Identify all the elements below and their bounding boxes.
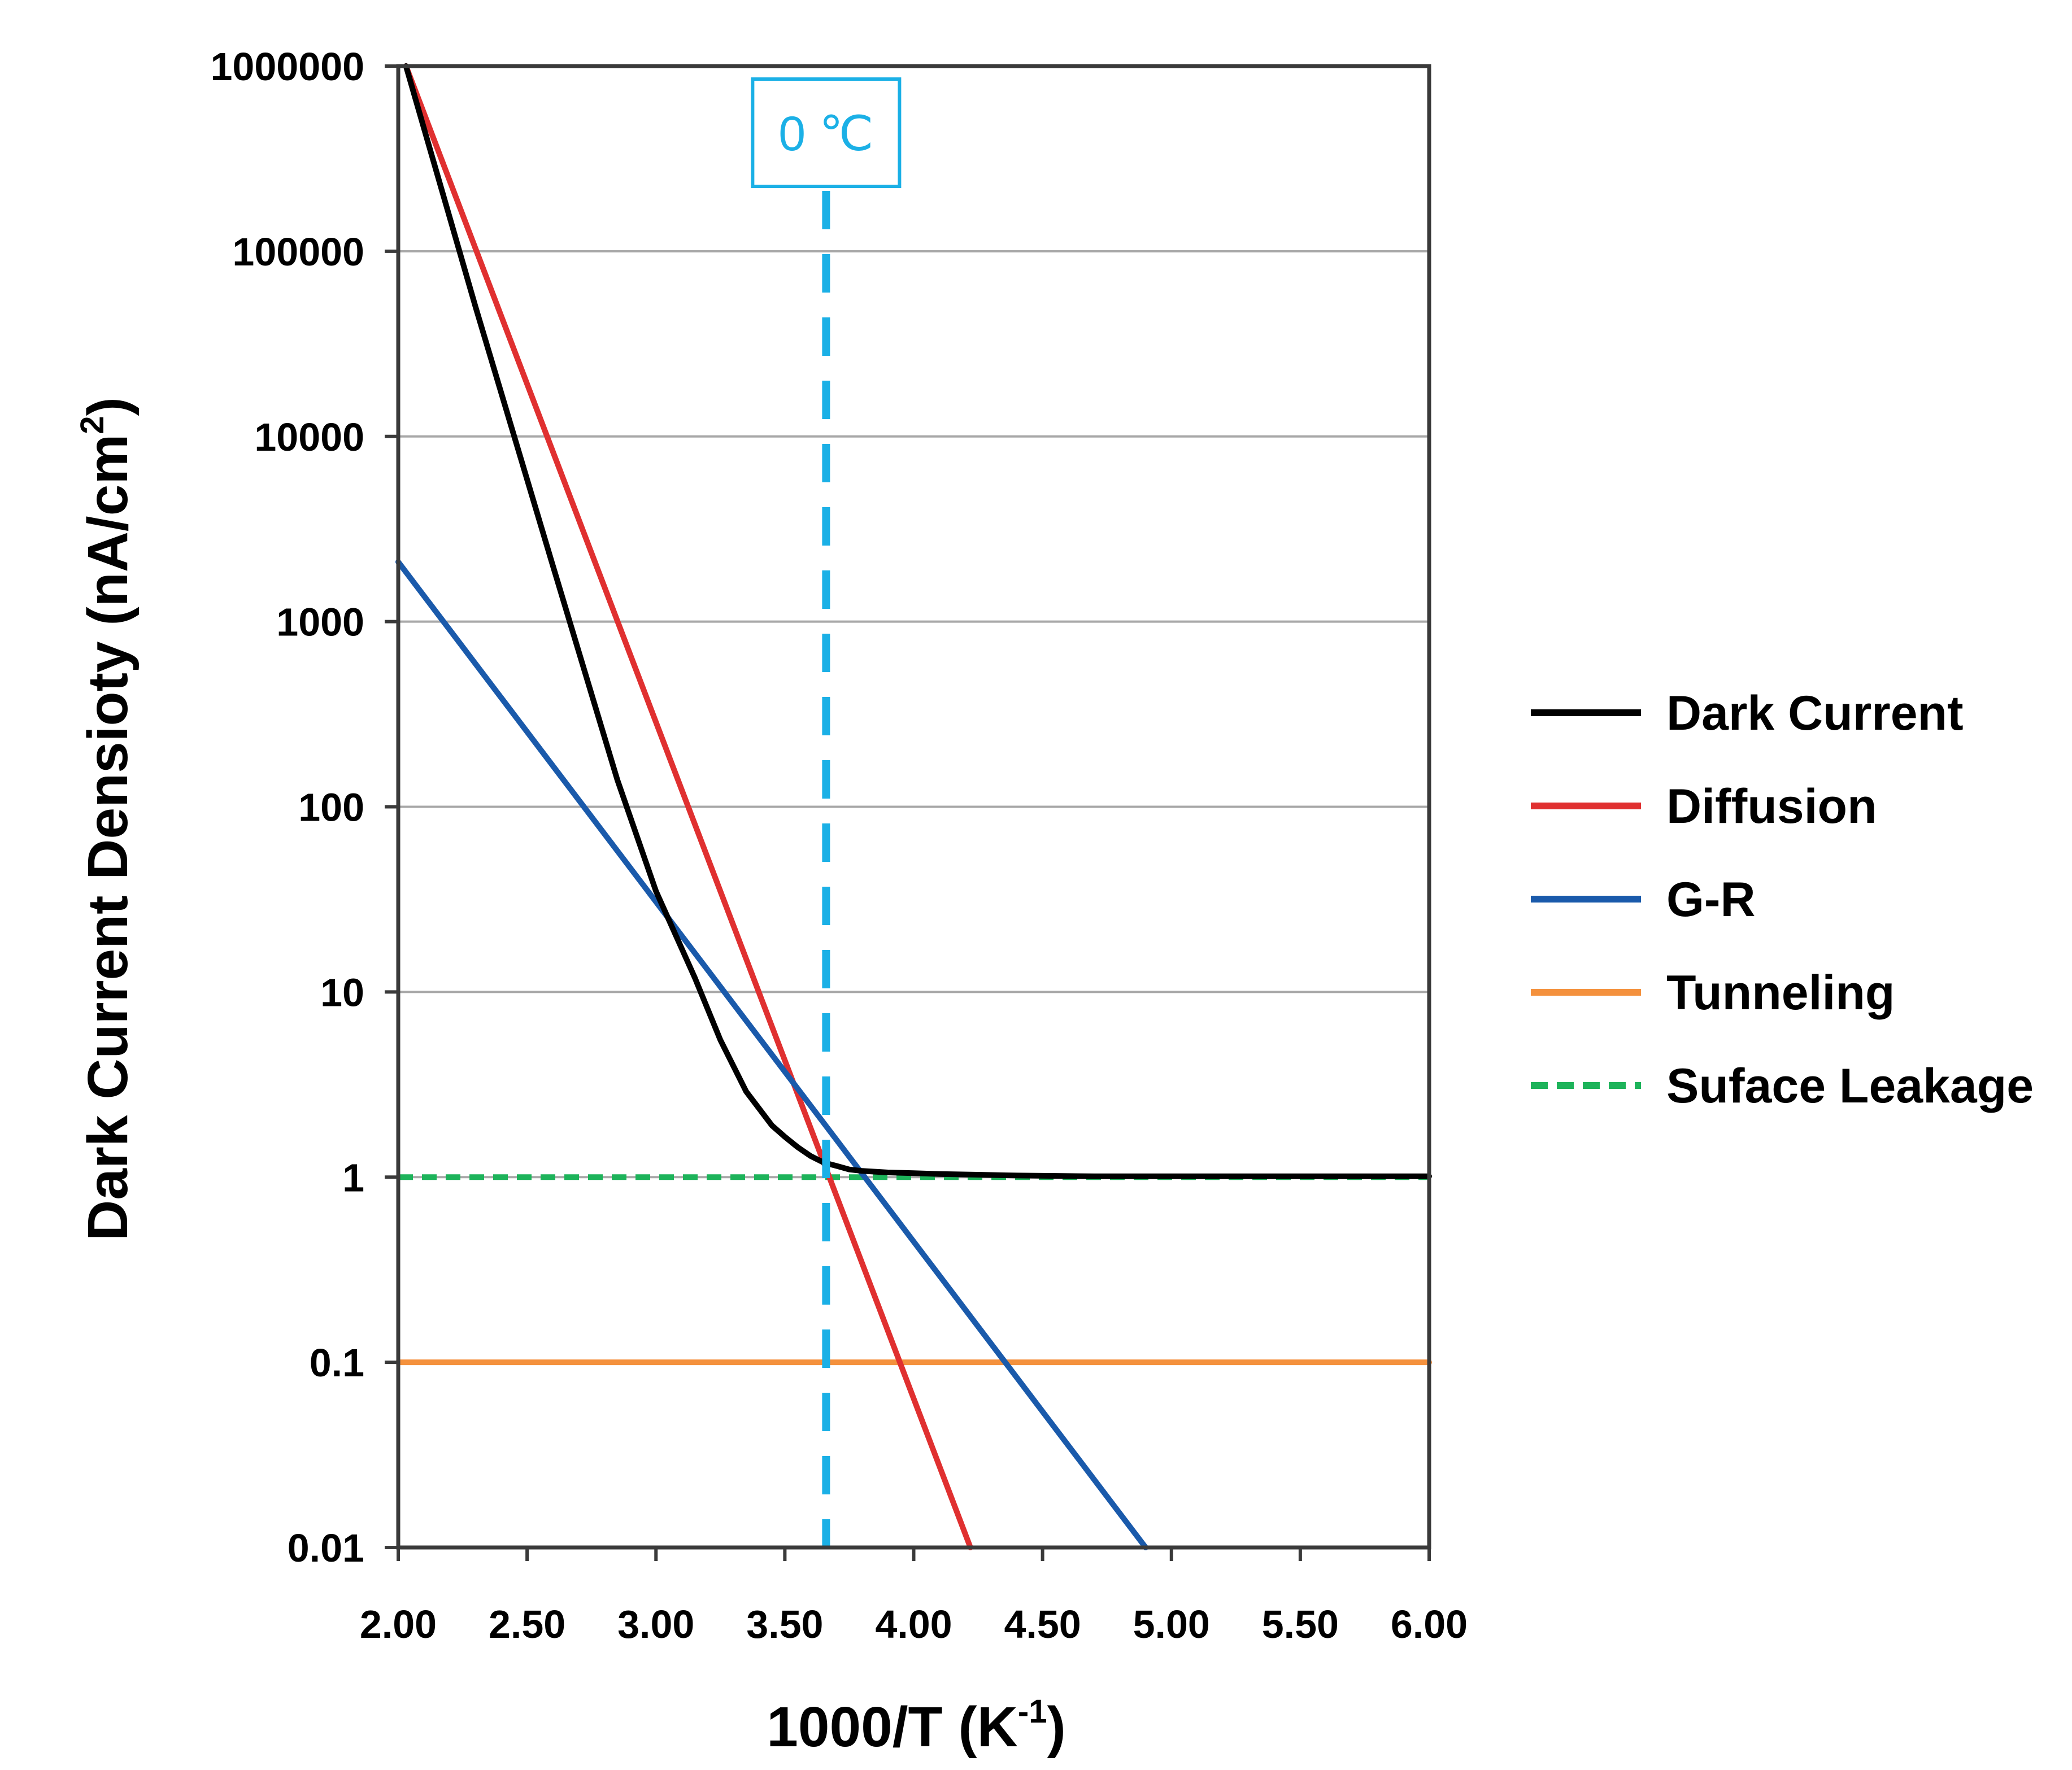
x-tick-label: 3.00 <box>617 1602 694 1646</box>
marker-box <box>751 77 902 188</box>
legend: Dark Current Diffusion G-R Tunneling Suface … <box>1531 686 2034 1113</box>
legend-label: Suface Leakage <box>1666 1059 2034 1113</box>
y-axis-title: Dark Current Densioty (nA/cm2) <box>74 397 140 1241</box>
x-tick-label: 3.50 <box>746 1602 823 1646</box>
legend-label: G-R <box>1666 873 1756 927</box>
series-line-g-r <box>395 559 1149 1550</box>
x-tick-label: 4.50 <box>1004 1602 1081 1646</box>
legend-label: Dark Current <box>1666 686 1964 740</box>
marker-label: 0 ℃ <box>778 107 873 161</box>
x-tick-label: 6.00 <box>1391 1602 1468 1646</box>
y-tick-label: 1000 <box>276 600 364 644</box>
x-axis-ticks: 2.00 2.50 3.00 3.50 4.00 4.50 5.00 5.50 6.00 <box>360 1547 1468 1646</box>
y-axis-ticks: 0.01 0.1 1 10 100 1000 10000 100000 1000000 <box>210 45 398 1570</box>
y-tick-label: 10000 <box>254 415 364 459</box>
series-line-diffusion <box>403 63 973 1550</box>
x-tick-label: 2.50 <box>489 1602 565 1646</box>
y-tick-label: 0.1 <box>310 1341 364 1385</box>
x-tick-label: 5.50 <box>1262 1602 1339 1646</box>
x-tick-label: 2.00 <box>360 1602 437 1646</box>
y-tick-label: 1000000 <box>210 45 364 89</box>
x-tick-label: 5.00 <box>1133 1602 1210 1646</box>
y-tick-label: 100000 <box>232 230 364 274</box>
y-tick-label: 10 <box>320 970 364 1014</box>
legend-label: Tunneling <box>1666 966 1895 1020</box>
y-tick-label: 100 <box>298 786 364 830</box>
legend-label: Diffusion <box>1666 779 1877 834</box>
zero-celsius-marker: 0 ℃ <box>751 77 902 1547</box>
y-tick-label: 1 <box>342 1156 364 1200</box>
x-tick-label: 4.00 <box>875 1602 952 1646</box>
y-tick-label: 0.01 <box>288 1526 364 1570</box>
x-axis-title: 1000/T (K-1) <box>767 1693 1066 1759</box>
gridlines <box>398 250 1429 1364</box>
